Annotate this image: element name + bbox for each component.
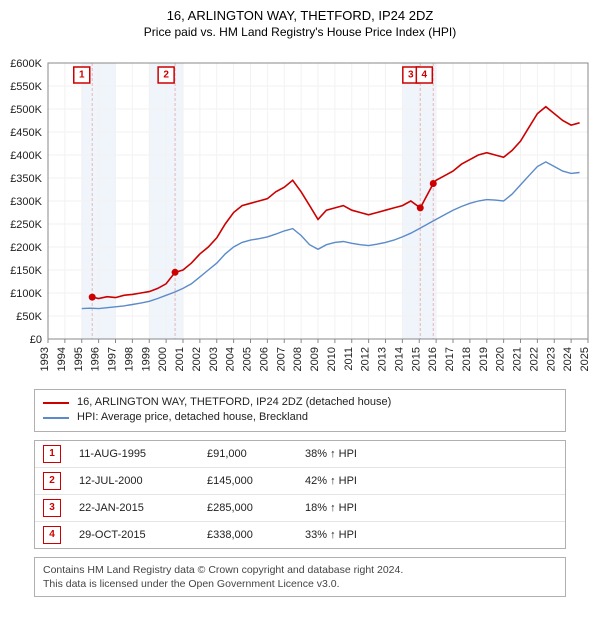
svg-text:2019: 2019 xyxy=(478,347,490,371)
svg-text:1999: 1999 xyxy=(140,347,152,371)
svg-text:£400K: £400K xyxy=(10,150,42,162)
event-date: 11-AUG-1995 xyxy=(79,448,189,460)
event-date: 29-OCT-2015 xyxy=(79,529,189,541)
event-row: 4 29-OCT-2015 £338,000 33% ↑ HPI xyxy=(35,521,565,548)
svg-text:1993: 1993 xyxy=(39,347,51,371)
legend-label-hpi: HPI: Average price, detached house, Brec… xyxy=(77,410,308,425)
svg-text:2013: 2013 xyxy=(377,347,389,371)
legend: 16, ARLINGTON WAY, THETFORD, IP24 2DZ (d… xyxy=(34,389,566,432)
svg-text:1997: 1997 xyxy=(107,347,119,371)
legend-row-subject: 16, ARLINGTON WAY, THETFORD, IP24 2DZ (d… xyxy=(43,395,557,410)
event-marker: 1 xyxy=(43,445,61,463)
event-price: £145,000 xyxy=(207,475,287,487)
price-chart: £0 £50K £100K £150K £200K £250K £300K £350K £400… xyxy=(0,43,600,383)
svg-text:2015: 2015 xyxy=(410,347,422,371)
svg-text:£300K: £300K xyxy=(10,196,42,208)
legend-swatch-subject xyxy=(43,402,69,404)
svg-text:2017: 2017 xyxy=(444,347,456,371)
event-marker: 2 xyxy=(43,472,61,490)
event-pct: 42% ↑ HPI xyxy=(305,475,557,487)
svg-text:2012: 2012 xyxy=(360,347,372,371)
chart-title: 16, ARLINGTON WAY, THETFORD, IP24 2DZ xyxy=(0,0,600,23)
svg-text:2001: 2001 xyxy=(174,347,186,371)
svg-text:£100K: £100K xyxy=(10,288,42,300)
event-row: 3 22-JAN-2015 £285,000 18% ↑ HPI xyxy=(35,494,565,521)
svg-text:2008: 2008 xyxy=(292,347,304,371)
event-price: £91,000 xyxy=(207,448,287,460)
svg-text:£600K: £600K xyxy=(10,58,42,70)
svg-text:2: 2 xyxy=(163,70,169,81)
svg-text:£350K: £350K xyxy=(10,173,42,185)
license-notice: Contains HM Land Registry data © Crown c… xyxy=(34,557,566,597)
svg-text:4: 4 xyxy=(422,70,428,81)
event-date: 22-JAN-2015 xyxy=(79,502,189,514)
chart-subtitle: Price paid vs. HM Land Registry's House … xyxy=(0,23,600,43)
svg-text:2023: 2023 xyxy=(545,347,557,371)
svg-text:1: 1 xyxy=(79,70,85,81)
svg-text:£50K: £50K xyxy=(16,311,42,323)
svg-text:£200K: £200K xyxy=(10,242,42,254)
event-pct: 18% ↑ HPI xyxy=(305,502,557,514)
svg-text:2016: 2016 xyxy=(427,347,439,371)
svg-text:2002: 2002 xyxy=(191,347,203,371)
svg-text:1996: 1996 xyxy=(90,347,102,371)
event-row: 1 11-AUG-1995 £91,000 38% ↑ HPI xyxy=(35,441,565,467)
svg-text:2003: 2003 xyxy=(208,347,220,371)
legend-row-hpi: HPI: Average price, detached house, Brec… xyxy=(43,410,557,425)
svg-text:2000: 2000 xyxy=(157,347,169,371)
svg-text:£250K: £250K xyxy=(10,219,42,231)
svg-text:2009: 2009 xyxy=(309,347,321,371)
svg-text:2021: 2021 xyxy=(512,347,524,371)
svg-text:1998: 1998 xyxy=(123,347,135,371)
license-line-2: This data is licensed under the Open Gov… xyxy=(43,577,557,591)
svg-text:2006: 2006 xyxy=(258,347,270,371)
event-date: 12-JUL-2000 xyxy=(79,475,189,487)
svg-text:£550K: £550K xyxy=(10,81,42,93)
legend-label-subject: 16, ARLINGTON WAY, THETFORD, IP24 2DZ (d… xyxy=(77,395,391,410)
svg-text:2024: 2024 xyxy=(562,347,574,371)
event-pct: 38% ↑ HPI xyxy=(305,448,557,460)
event-price: £338,000 xyxy=(207,529,287,541)
svg-text:1995: 1995 xyxy=(73,347,85,371)
event-marker: 4 xyxy=(43,526,61,544)
svg-text:3: 3 xyxy=(408,70,414,81)
license-line-1: Contains HM Land Registry data © Crown c… xyxy=(43,563,557,577)
svg-text:2014: 2014 xyxy=(393,347,405,371)
svg-text:£450K: £450K xyxy=(10,127,42,139)
event-price: £285,000 xyxy=(207,502,287,514)
svg-text:2011: 2011 xyxy=(343,347,355,371)
event-pct: 33% ↑ HPI xyxy=(305,529,557,541)
svg-text:2020: 2020 xyxy=(495,347,507,371)
svg-text:£150K: £150K xyxy=(10,265,42,277)
sale-events-table: 1 11-AUG-1995 £91,000 38% ↑ HPI 2 12-JUL-2000… xyxy=(34,440,566,549)
svg-text:£0: £0 xyxy=(30,334,42,346)
event-row: 2 12-JUL-2000 £145,000 42% ↑ HPI xyxy=(35,467,565,494)
svg-text:1994: 1994 xyxy=(56,347,68,371)
svg-text:2022: 2022 xyxy=(528,347,540,371)
svg-text:2018: 2018 xyxy=(461,347,473,371)
svg-text:2004: 2004 xyxy=(225,347,237,371)
svg-text:2007: 2007 xyxy=(275,347,287,371)
legend-swatch-hpi xyxy=(43,417,69,419)
svg-text:2010: 2010 xyxy=(326,347,338,371)
event-marker: 3 xyxy=(43,499,61,517)
svg-text:2005: 2005 xyxy=(242,347,254,371)
svg-text:2025: 2025 xyxy=(579,347,591,371)
svg-text:£500K: £500K xyxy=(10,104,42,116)
